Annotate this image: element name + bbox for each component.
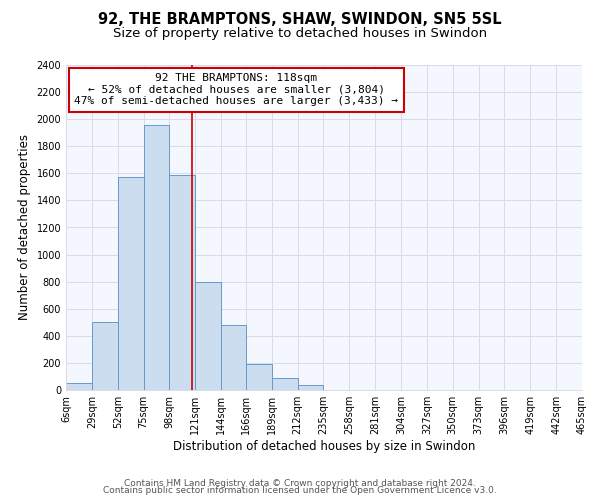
Text: Contains HM Land Registry data © Crown copyright and database right 2024.: Contains HM Land Registry data © Crown c… [124, 478, 476, 488]
Bar [143, 124, 169, 390]
Bar [66, 382, 92, 390]
Text: 92, THE BRAMPTONS, SHAW, SWINDON, SN5 5SL: 92, THE BRAMPTONS, SHAW, SWINDON, SN5 5S… [98, 12, 502, 28]
Bar [221, 325, 246, 390]
X-axis label: Distribution of detached houses by size in Swindon: Distribution of detached houses by size … [173, 440, 475, 453]
Text: Size of property relative to detached houses in Swindon: Size of property relative to detached ho… [113, 28, 487, 40]
Bar [272, 378, 298, 390]
Bar [118, 176, 143, 390]
Bar [195, 282, 221, 390]
Bar [298, 386, 323, 390]
Text: 92 THE BRAMPTONS: 118sqm
← 52% of detached houses are smaller (3,804)
47% of sem: 92 THE BRAMPTONS: 118sqm ← 52% of detach… [74, 73, 398, 106]
Y-axis label: Number of detached properties: Number of detached properties [18, 134, 31, 320]
Bar [246, 364, 272, 390]
Bar [92, 322, 118, 390]
Bar [169, 174, 195, 390]
Text: Contains public sector information licensed under the Open Government Licence v3: Contains public sector information licen… [103, 486, 497, 495]
